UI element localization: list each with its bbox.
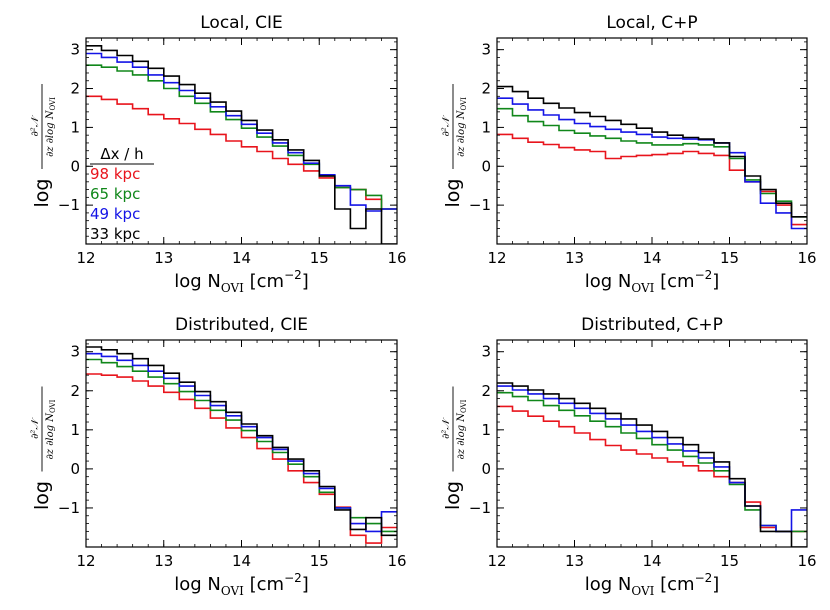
x-tick-label: 13 — [154, 552, 173, 570]
series-group — [86, 346, 397, 544]
panel-title: Local, C+P — [606, 13, 697, 33]
y-tick-label: 0 — [481, 157, 491, 175]
x-tick-label: 12 — [487, 552, 506, 570]
y-label-denominator: ∂z ∂log NOVI — [45, 399, 57, 459]
x-axis-label: log NOVI [cm−2] — [585, 571, 720, 598]
y-label-denominator: ∂z ∂log NOVI — [456, 97, 468, 157]
y-tick-label: 0 — [70, 157, 80, 175]
x-tick-label: 14 — [232, 249, 251, 267]
y-label-numerator: ∂²𝒩 — [441, 417, 452, 439]
y-tick-label: 2 — [70, 80, 80, 98]
panel-title: Distributed, CIE — [175, 315, 308, 335]
y-tick-label: −1 — [58, 196, 80, 214]
x-tick-label: 16 — [387, 552, 406, 570]
series-line-49-kpc — [497, 97, 807, 230]
x-tick-label: 12 — [76, 249, 95, 267]
x-tick-label: 15 — [720, 249, 739, 267]
legend-title: Δx / h — [100, 145, 143, 163]
series-line-65-kpc — [86, 358, 397, 533]
x-tick-label: 16 — [797, 552, 816, 570]
y-tick-label: 3 — [70, 343, 80, 361]
panel-title: Distributed, C+P — [581, 315, 723, 335]
x-axis-label: log NOVI [cm−2] — [174, 571, 309, 598]
y-tick-label: −1 — [469, 196, 491, 214]
series-line-33-kpc — [497, 85, 807, 218]
series-group — [86, 45, 397, 244]
x-tick-label: 15 — [310, 249, 329, 267]
y-tick-label: 1 — [70, 421, 80, 439]
y-label-numerator: ∂²𝒩 — [30, 417, 41, 439]
y-label-numerator: ∂²𝒩 — [30, 114, 41, 136]
y-axis-label: log ∂²𝒩 ∂z ∂log NOVI — [30, 84, 57, 207]
y-axis-label: log ∂²𝒩 ∂z ∂log NOVI — [441, 84, 468, 207]
y-label-log: log — [31, 179, 53, 208]
series-line-33-kpc — [86, 45, 397, 244]
legend: Δx / h 98 kpc 65 kpc 49 kpc 33 kpc — [90, 145, 154, 243]
y-tick-label: 1 — [481, 118, 491, 136]
y-label-log: log — [442, 481, 464, 510]
y-tick-label: −1 — [469, 499, 491, 517]
series-group — [497, 85, 807, 230]
legend-entry-49-kpc: 49 kpc — [90, 205, 140, 223]
x-tick-label: 13 — [565, 552, 584, 570]
y-label-log: log — [442, 179, 464, 208]
x-tick-label: 13 — [565, 249, 584, 267]
y-tick-label: 2 — [70, 382, 80, 400]
x-tick-label: 14 — [642, 249, 661, 267]
legend-entry-98-kpc: 98 kpc — [90, 165, 140, 183]
x-tick-label: 16 — [387, 249, 406, 267]
legend-entry-33-kpc: 33 kpc — [90, 225, 140, 243]
x-tick-label: 13 — [154, 249, 173, 267]
y-tick-label: 0 — [70, 460, 80, 478]
y-tick-label: 3 — [481, 41, 491, 59]
x-tick-label: 14 — [232, 552, 251, 570]
plot-frame — [496, 37, 808, 245]
series-line-33-kpc — [86, 346, 397, 537]
x-axis-label: log NOVI [cm−2] — [585, 268, 720, 295]
y-tick-label: 2 — [481, 80, 491, 98]
series-group — [497, 382, 807, 547]
y-tick-label: 1 — [70, 118, 80, 136]
y-label-numerator: ∂²𝒩 — [441, 114, 452, 136]
panel-title: Local, CIE — [200, 13, 283, 33]
x-axis-label: log NOVI [cm−2] — [174, 268, 309, 295]
x-tick-label: 15 — [310, 552, 329, 570]
y-label-denominator: ∂z ∂log NOVI — [45, 97, 57, 157]
y-tick-label: 3 — [70, 41, 80, 59]
x-tick-label: 12 — [76, 552, 95, 570]
y-label-log: log — [31, 481, 53, 510]
x-tick-label: 16 — [797, 249, 816, 267]
x-tick-label: 14 — [642, 552, 661, 570]
y-axis-label: log ∂²𝒩 ∂z ∂log NOVI — [441, 386, 468, 510]
x-tick-label: 12 — [487, 249, 506, 267]
x-tick-label: 15 — [720, 552, 739, 570]
y-tick-label: 3 — [481, 343, 491, 361]
y-tick-label: 2 — [481, 382, 491, 400]
series-line-33-kpc — [497, 382, 807, 547]
y-tick-label: 0 — [481, 460, 491, 478]
series-line-65-kpc — [497, 107, 807, 218]
y-label-denominator: ∂z ∂log NOVI — [456, 399, 468, 459]
y-tick-label: 1 — [481, 421, 491, 439]
y-axis-label: log ∂²𝒩 ∂z ∂log NOVI — [30, 386, 57, 510]
y-tick-label: −1 — [58, 499, 80, 517]
legend-entry-65-kpc: 65 kpc — [90, 185, 140, 203]
